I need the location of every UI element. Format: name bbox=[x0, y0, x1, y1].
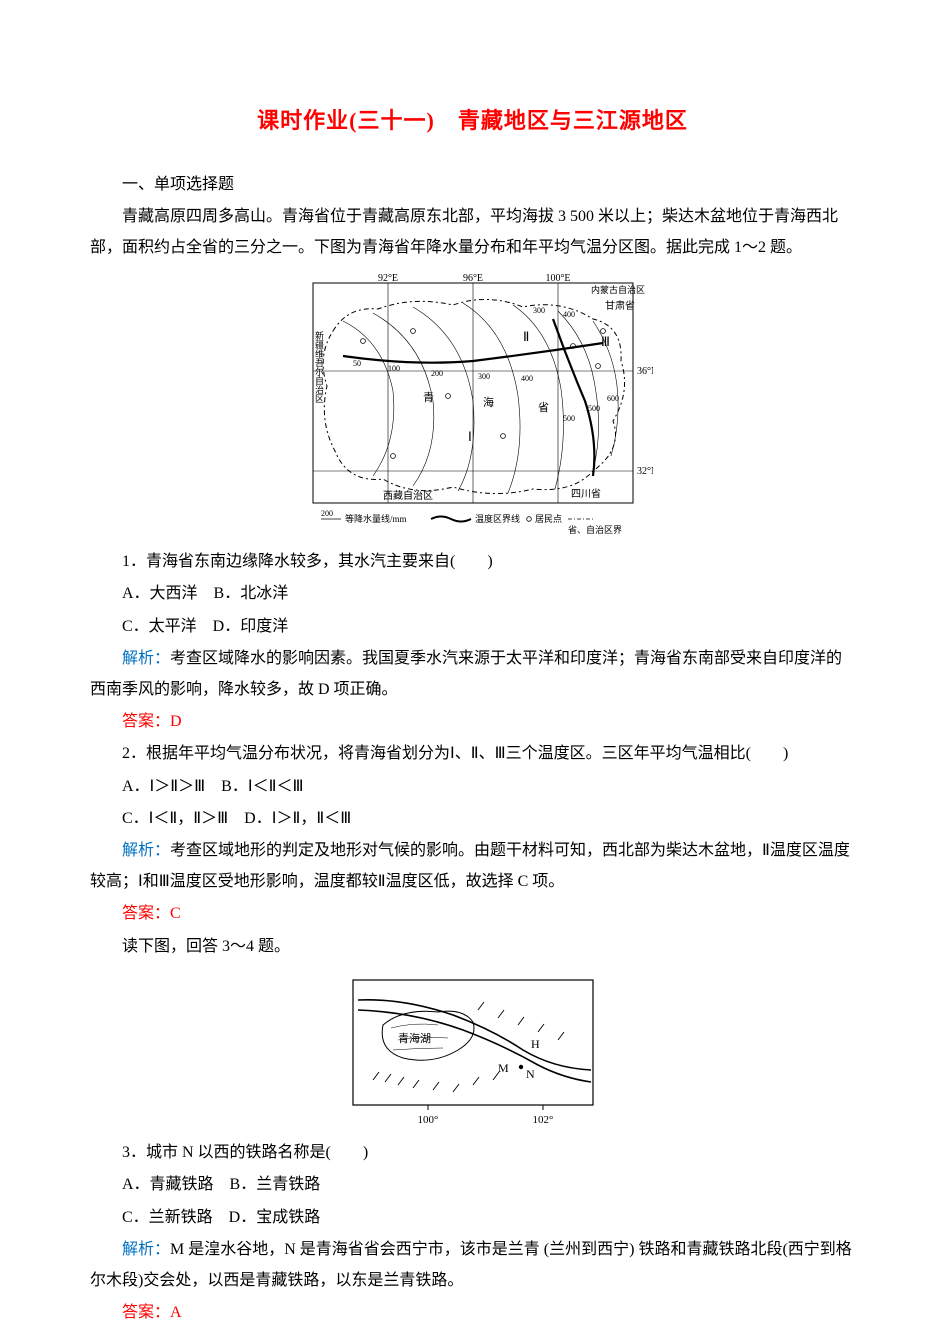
q2-stem: 2．根据年平均气温分布状况，将青海省划分为Ⅰ、Ⅱ、Ⅲ三个温度区。三区年平均气温相… bbox=[90, 739, 855, 769]
q1-analysis: 解析：考查区域降水的影响因素。我国夏季水汽来源于太平洋和印度洋；青海省东南部受来… bbox=[90, 644, 855, 705]
legend-iso: 等降水量线/mm bbox=[345, 513, 407, 524]
q2-analysis-text: 考查区域地形的判定及地形对气候的影响。由题干材料可知，西北部为柴达木盆地，Ⅱ温度… bbox=[90, 842, 850, 889]
q1-opts-1: A．大西洋 B．北冰洋 bbox=[90, 579, 855, 609]
lon-100-f2: 100° bbox=[417, 1114, 438, 1126]
answer-label: 答案：A bbox=[122, 1304, 182, 1321]
iso-300: 300 bbox=[478, 372, 490, 381]
iso-300b: 300 bbox=[533, 306, 545, 315]
label-sichuan: 四川省 bbox=[571, 487, 601, 500]
q1-answer: 答案：D bbox=[90, 707, 855, 737]
lon-100: 100°E bbox=[545, 273, 570, 284]
svg-text:200: 200 bbox=[321, 509, 333, 518]
label-M: M bbox=[498, 1061, 509, 1075]
page-title: 课时作业(三十一) 青藏地区与三江源地区 bbox=[90, 100, 855, 142]
iso-400: 400 bbox=[521, 374, 533, 383]
figure-qinghai-map: 92°E 96°E 100°E 36°N 32°N 新疆维吾尔自治区 甘肃省 内… bbox=[293, 271, 653, 539]
analysis-label: 解析： bbox=[122, 650, 170, 667]
iso-200: 200 bbox=[431, 369, 443, 378]
q2-answer: 答案：C bbox=[90, 899, 855, 929]
q3-opts-1: A．青藏铁路 B．兰青铁路 bbox=[90, 1170, 855, 1200]
analysis-label: 解析： bbox=[122, 842, 170, 859]
iso-100: 100 bbox=[388, 364, 400, 373]
zone-2: Ⅱ bbox=[523, 329, 529, 344]
iso-600: 600 bbox=[607, 394, 619, 403]
lon-102-f2: 102° bbox=[532, 1114, 553, 1126]
lon-92: 92°E bbox=[377, 273, 397, 284]
label-gansu: 甘肃省 bbox=[605, 299, 635, 312]
label-qinghaihu: 青海湖 bbox=[398, 1031, 431, 1045]
label-neimeng: 内蒙古自治区 bbox=[591, 284, 645, 295]
q2-opts-2: C．Ⅰ＜Ⅱ，Ⅱ＞Ⅲ D．Ⅰ＞Ⅱ，Ⅱ＜Ⅲ bbox=[90, 804, 855, 834]
lat-36: 36°N bbox=[637, 366, 653, 377]
iso-400b: 400 bbox=[563, 310, 575, 319]
label-xinjiang: 新疆维吾尔自治区 bbox=[314, 330, 324, 403]
q3-answer: 答案：A bbox=[90, 1298, 855, 1328]
label-H: H bbox=[531, 1037, 540, 1051]
iso-500a: 500 bbox=[563, 414, 575, 423]
q3-stem: 3．城市 N 以西的铁路名称是( ) bbox=[90, 1138, 855, 1168]
q3-analysis: 解析：M 是湟水谷地，N 是青海省省会西宁市，该市是兰青 (兰州到西宁) 铁路和… bbox=[90, 1235, 855, 1296]
label-N: N bbox=[526, 1067, 535, 1081]
lat-32: 32°N bbox=[637, 466, 653, 477]
figure-qinghaihu: 青海湖 H M N 100° 102° bbox=[343, 970, 603, 1130]
q3-opts-2: C．兰新铁路 D．宝成铁路 bbox=[90, 1203, 855, 1233]
q1-stem: 1．青海省东南边缘降水较多，其水汽主要来自( ) bbox=[90, 547, 855, 577]
analysis-label: 解析： bbox=[122, 1241, 170, 1258]
iso-50: 50 bbox=[353, 359, 361, 368]
intro-1: 青藏高原四周多高山。青海省位于青藏高原东北部，平均海拔 3 500 米以上；柴达… bbox=[90, 202, 855, 263]
label-sheng: 省 bbox=[538, 401, 549, 414]
label-hai: 海 bbox=[483, 395, 494, 409]
answer-label: 答案：C bbox=[122, 905, 181, 922]
iso-500b: 500 bbox=[588, 404, 600, 413]
label-xizang: 西藏自治区 bbox=[383, 489, 433, 502]
answer-label: 答案：D bbox=[122, 713, 182, 730]
zone-3: Ⅲ bbox=[601, 334, 610, 349]
q2-analysis: 解析：考查区域地形的判定及地形对气候的影响。由题干材料可知，西北部为柴达木盆地，… bbox=[90, 836, 855, 897]
legend-dot: 居民点 bbox=[535, 514, 562, 524]
q1-analysis-text: 考查区域降水的影响因素。我国夏季水汽来源于太平洋和印度洋；青海省东南部受来自印度… bbox=[90, 650, 842, 697]
zone-1: Ⅰ bbox=[468, 429, 472, 444]
lon-96: 96°E bbox=[462, 273, 482, 284]
legend-tzone: 温度区界线 bbox=[475, 513, 520, 524]
legend-border: 省、自治区界 bbox=[568, 524, 622, 535]
section-heading: 一、单项选择题 bbox=[90, 170, 855, 200]
q1-opts-2: C．太平洋 D．印度洋 bbox=[90, 612, 855, 642]
intro-2: 读下图，回答 3～4 题。 bbox=[90, 932, 855, 962]
q2-opts-1: A．Ⅰ＞Ⅱ＞Ⅲ B．Ⅰ＜Ⅱ＜Ⅲ bbox=[90, 772, 855, 802]
label-qing: 青 bbox=[423, 391, 434, 404]
q3-analysis-text: M 是湟水谷地，N 是青海省省会西宁市，该市是兰青 (兰州到西宁) 铁路和青藏铁… bbox=[90, 1241, 852, 1288]
